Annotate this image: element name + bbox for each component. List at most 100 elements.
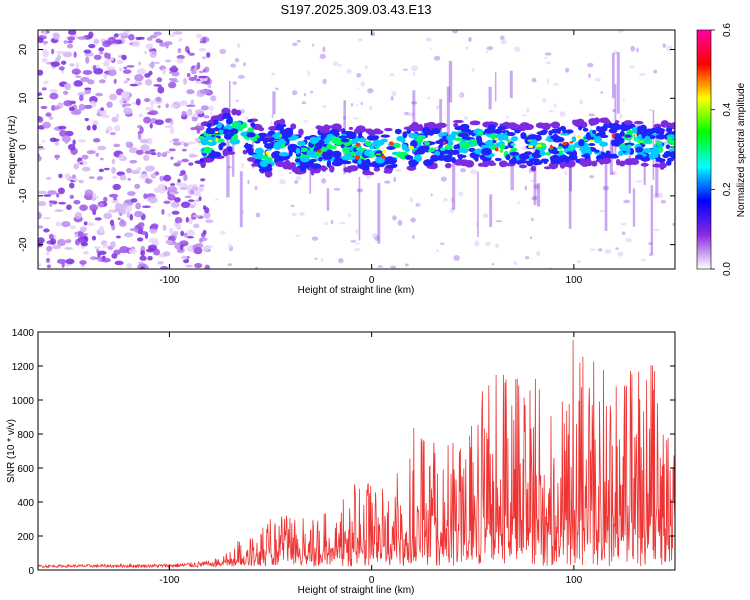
- spectrogram-cell: [546, 78, 550, 84]
- spectrogram-cell: [83, 49, 92, 54]
- spectrogram-cell: [146, 111, 155, 115]
- spectrogram-cell: [543, 166, 552, 170]
- spectrogram-cell: [180, 230, 185, 237]
- spectrogram-cell: [384, 127, 393, 132]
- spectrogram-cell: [408, 132, 419, 139]
- spectrogram-cell: [206, 52, 211, 58]
- spectrogram-cell: [599, 209, 605, 213]
- spectrogram-cell: [194, 109, 205, 115]
- spectrogram-cell: [199, 40, 207, 44]
- spectrogram-cell: [209, 119, 214, 124]
- spectrogram-cell: [83, 221, 88, 226]
- spectrogram-cell: [136, 237, 144, 242]
- spectrogram-cell: [495, 220, 503, 223]
- spectrogram-cell: [279, 118, 286, 126]
- spectrogram-cell: [187, 50, 191, 54]
- spectrogram-cell: [199, 186, 204, 192]
- spectrogram-cell: [42, 80, 49, 84]
- spectrogram-cell: [84, 87, 92, 90]
- spectrogram-cell: [412, 71, 416, 76]
- spectrogram-cell: [226, 151, 236, 155]
- spectrogram-cell: [529, 179, 535, 182]
- spectrogram-cell: [525, 108, 530, 113]
- spectrogram-cell: [544, 52, 552, 56]
- spectrogram-cell: [509, 70, 513, 98]
- spectrogram-cell: [45, 257, 51, 263]
- spectrogram-cell: [271, 114, 274, 118]
- y-tick-label: -20: [18, 237, 29, 252]
- spectrogram-cell: [588, 143, 596, 147]
- spectrogram-cell: [461, 135, 467, 140]
- spectrogram-cell: [180, 201, 191, 209]
- spectrogram-cell: [552, 154, 559, 161]
- spectrogram-cell: [265, 135, 273, 139]
- spectrogram-cell: [594, 149, 600, 153]
- spectrogram-cell: [143, 116, 151, 124]
- spectrogram-cell: [126, 65, 135, 68]
- spectrogram-cell: [544, 56, 548, 59]
- spectrogram-cell: [137, 132, 142, 141]
- spectrogram-cell: [207, 84, 212, 89]
- spectrogram-cell: [172, 31, 183, 35]
- spectrogram-cell: [81, 154, 89, 160]
- spectrogram-cell: [280, 133, 292, 138]
- spectrogram-cell: [136, 166, 142, 172]
- spectrogram-cell: [71, 174, 77, 180]
- spectrogram-cell: [458, 191, 464, 197]
- spectrogram-cell: [178, 173, 184, 177]
- spectrogram-cell: [88, 43, 96, 49]
- spectrogram-cell: [283, 159, 291, 168]
- spectrogram-cell: [234, 57, 240, 63]
- spectrogram-cell: [186, 141, 196, 145]
- spectrogram-cell: [255, 212, 261, 218]
- spectrogram-cell: [468, 147, 476, 153]
- spectrogram-cell: [623, 120, 633, 125]
- spectrogram-cell: [589, 248, 596, 251]
- spectrogram-cell: [52, 138, 60, 142]
- spectrogram-cell: [265, 150, 270, 155]
- spectrogram-cell: [188, 162, 194, 166]
- spectrogram-cell: [226, 121, 230, 198]
- spectrogram-cell: [279, 179, 287, 185]
- spectrogram-cell: [177, 47, 182, 54]
- spectrogram-cell: [184, 195, 192, 199]
- spectrogram-cell: [203, 211, 211, 219]
- spectrogram-cell: [389, 72, 395, 77]
- spectrogram-cell: [46, 62, 50, 65]
- spectrogram-cell: [403, 111, 410, 116]
- spectrogram-cell: [192, 214, 201, 218]
- spectrogram-cell: [101, 257, 111, 263]
- spectrogram-cell: [127, 191, 136, 196]
- spectrogram-cell: [228, 243, 232, 249]
- spectrogram-cell: [83, 250, 90, 255]
- spectrogram-cell: [167, 186, 178, 193]
- spectrogram-cell: [303, 120, 309, 123]
- spectrogram-cell: [671, 130, 675, 136]
- spectrogram-cell: [186, 235, 194, 239]
- spectrogram-cell: [202, 245, 210, 252]
- spectrogram-cell: [87, 222, 95, 227]
- spectrogram-cell: [115, 235, 121, 239]
- spectrogram-cell: [350, 102, 354, 107]
- x-tick-label: 0: [369, 275, 375, 286]
- spectrogram-cell: [255, 266, 258, 269]
- spectrogram-cell: [427, 96, 430, 100]
- spectrogram-cell: [139, 255, 147, 261]
- spectrogram-cell: [440, 176, 447, 182]
- spectrogram-cell: [369, 145, 375, 150]
- spectrogram-cell: [195, 199, 200, 202]
- spectrogram-cell: [666, 136, 673, 145]
- spectrogram-cell: [339, 221, 346, 225]
- spectrogram-cell: [553, 82, 559, 86]
- spectrogram-cell: [570, 144, 574, 148]
- spectrogram-cell: [65, 239, 72, 244]
- spectrogram-cell: [330, 219, 334, 225]
- spectrogram-cell: [413, 154, 423, 163]
- spectrogram-cell: [635, 146, 643, 153]
- spectrogram-cell: [129, 227, 139, 232]
- spectrogram-cell: [575, 158, 581, 163]
- spectrogram-cell: [386, 160, 395, 165]
- spectrogram-cell: [56, 258, 67, 265]
- spectrogram-cell: [126, 167, 133, 174]
- spectrogram-cell: [592, 129, 597, 134]
